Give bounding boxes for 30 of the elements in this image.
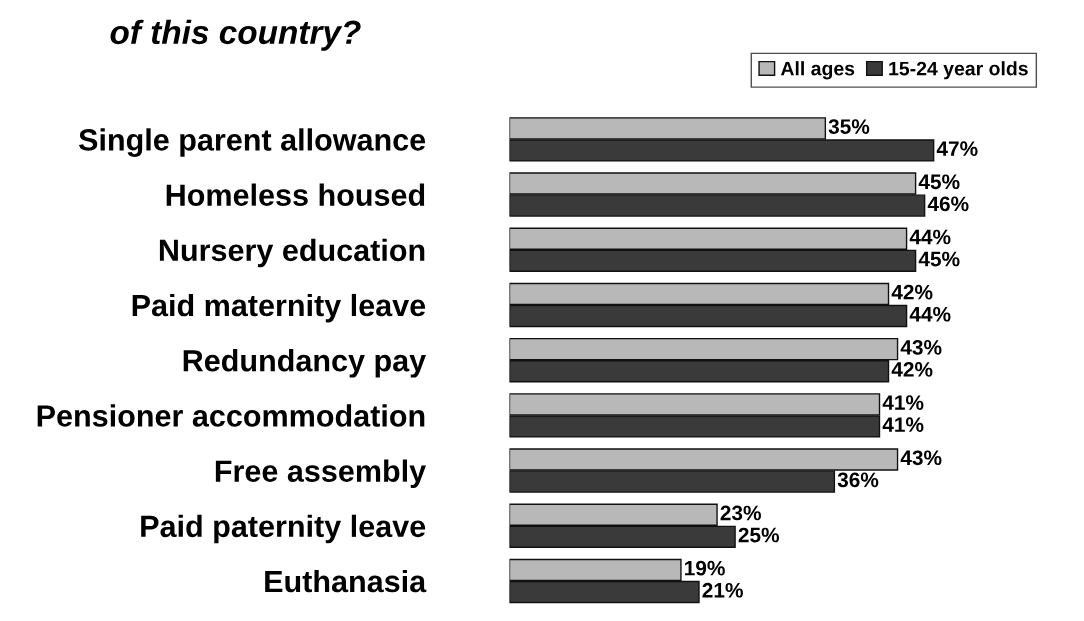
y-tick-label: Euthanasia: [265, 569, 427, 593]
data-label: 42%: [891, 284, 933, 300]
data-label: 23%: [720, 505, 761, 521]
y-tick-label: Paid maternity leave: [132, 293, 426, 323]
text: of this country?: [110, 19, 361, 51]
data-label: 43%: [900, 450, 942, 466]
y-tick-label: Single parent allowance: [78, 128, 426, 157]
data-label: 44%: [909, 306, 951, 322]
data-label: 46%: [927, 196, 969, 212]
data-label: 25%: [738, 527, 780, 543]
data-label: 43%: [900, 339, 942, 355]
data-label: 41%: [882, 417, 924, 432]
data-label: 21%: [702, 582, 743, 598]
y-tick-label: Paid paternity leave: [141, 514, 426, 544]
y-tick-label: Redundancy pay: [183, 349, 426, 378]
data-label: 45%: [918, 251, 960, 267]
legend-label: All ages: [780, 61, 855, 80]
data-label: 45%: [918, 174, 960, 190]
y-tick-label: Homeless housed: [166, 183, 425, 206]
data-label: 35%: [828, 119, 870, 134]
data-label: 44%: [909, 229, 951, 245]
data-label: 41%: [882, 395, 924, 410]
data-label: 19%: [685, 560, 725, 576]
data-label: 47%: [936, 141, 978, 156]
y-tick-label: Pensioner accommodation: [37, 404, 425, 427]
y-tick-label: Free assembly: [215, 459, 426, 488]
y-tick-label: Nursery education: [159, 238, 425, 268]
data-label: 42%: [891, 362, 933, 377]
legend-label: 15-24 year olds: [889, 61, 1028, 80]
data-label: 36%: [837, 472, 879, 488]
